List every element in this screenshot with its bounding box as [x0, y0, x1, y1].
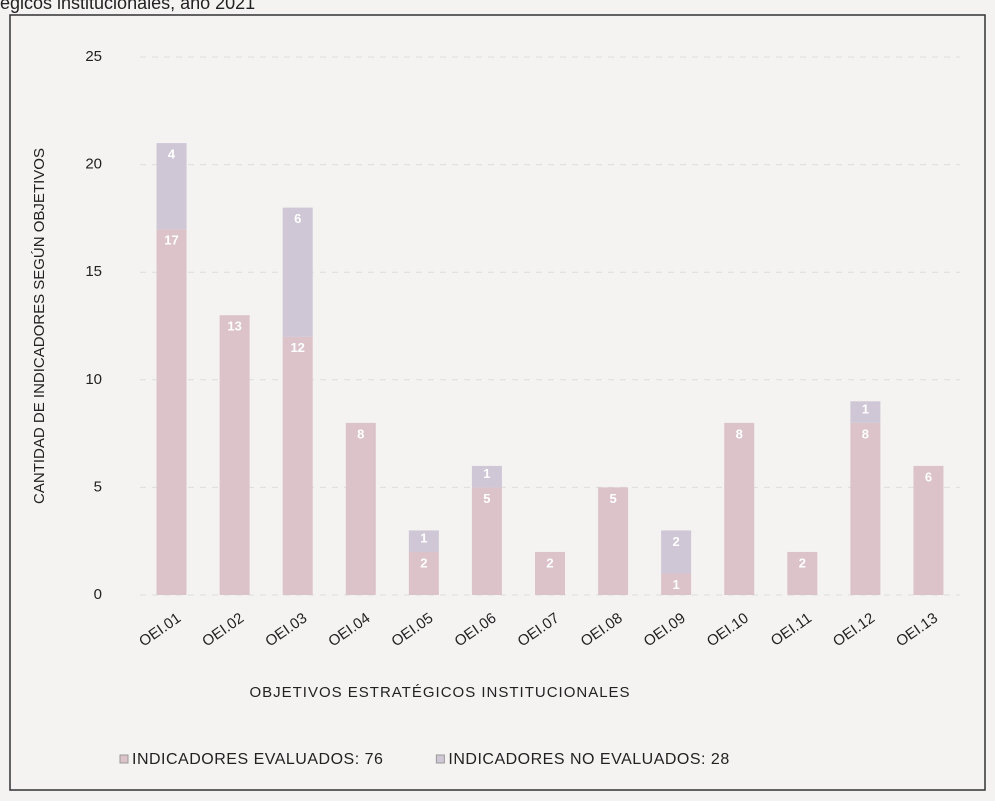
x-tick-label: OEI.04	[325, 610, 373, 651]
x-tick-label: OEI.03	[262, 610, 310, 651]
x-tick-label: OEI.05	[388, 610, 436, 651]
data-label: 1	[862, 402, 869, 417]
x-tick-label: OEI.09	[641, 610, 689, 651]
bar-segment	[408, 530, 439, 552]
data-label: 1	[673, 577, 680, 592]
data-label: 2	[420, 555, 427, 570]
bar-segment	[282, 207, 313, 337]
data-label: 4	[168, 147, 176, 162]
bar-segment	[282, 336, 313, 595]
x-tick-label: OEI.13	[893, 610, 941, 651]
y-tick-label: 25	[85, 48, 102, 65]
data-label: 2	[546, 555, 553, 570]
data-label: 5	[609, 491, 616, 506]
data-label: 1	[420, 531, 427, 546]
x-tick-label: OEI.08	[578, 610, 626, 651]
legend-label: INDICADORES NO EVALUADOS: 28	[448, 751, 729, 768]
frame	[9, 14, 986, 791]
legend-label: INDICADORES EVALUADOS: 76	[132, 751, 383, 768]
x-tick-label: OEI.07	[515, 610, 563, 651]
legend-swatch	[119, 754, 129, 764]
x-tick-label: OEI.01	[136, 610, 184, 651]
x-tick-label: OEI.11	[768, 610, 815, 650]
legend-swatch	[435, 754, 445, 764]
bar-segment	[471, 487, 502, 595]
data-label: 8	[862, 426, 869, 441]
y-tick-label: 0	[94, 586, 102, 603]
bar-segment	[535, 551, 565, 595]
bar-segment	[850, 401, 881, 423]
x-tick-label: OEI.12	[830, 610, 878, 651]
data-label: 6	[925, 469, 932, 484]
bar-segment	[156, 229, 187, 595]
data-label: 8	[357, 426, 364, 441]
bar-segment	[345, 422, 376, 595]
data-label: 8	[736, 426, 743, 441]
data-label: 13	[227, 319, 241, 334]
x-tick-label: OEI.10	[704, 610, 752, 651]
y-tick-label: 15	[85, 263, 102, 280]
bar-segment	[471, 465, 502, 488]
data-label: 1	[483, 466, 490, 481]
bar-segment	[850, 422, 881, 595]
data-label: 2	[799, 555, 806, 570]
x-tick-label: OEI.02	[199, 610, 247, 651]
bar-segment	[661, 530, 692, 574]
bar-segment	[661, 573, 692, 595]
bar-segment	[787, 551, 818, 595]
bar-segment	[156, 143, 187, 230]
data-label: 12	[290, 340, 304, 355]
data-label: 6	[294, 211, 301, 226]
bar-segment	[724, 422, 755, 595]
x-tick-label: OEI.06	[451, 610, 499, 651]
y-tick-label: 5	[94, 478, 102, 495]
y-tick-label: 10	[85, 371, 102, 388]
y-axis-title: CANTIDAD DE INDICADORES SEGÚN OBJETIVOS	[31, 148, 48, 504]
bar-segment	[219, 315, 250, 595]
bar-segment	[408, 551, 439, 595]
data-label: 2	[673, 534, 680, 549]
y-tick-label: 20	[85, 156, 102, 173]
bar-segment	[598, 487, 629, 595]
x-axis-title: OBJETIVOS ESTRATÉGICOS INSTITUCIONALES	[249, 684, 630, 701]
data-label: 17	[164, 233, 178, 248]
data-label: 5	[483, 491, 490, 506]
bar-segment	[913, 465, 944, 595]
chart-title: égicos institucionales, año 2021	[0, 0, 255, 13]
